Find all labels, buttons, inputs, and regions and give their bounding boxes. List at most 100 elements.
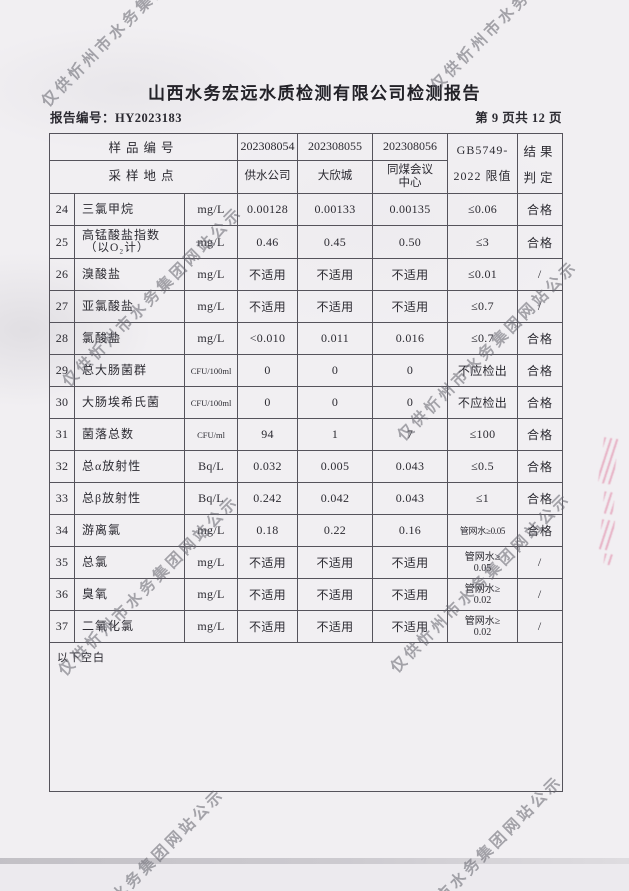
table-row: 37 二氧化氯 mg/L 不适用 不适用 不适用 管网水≥ 0.02 /	[50, 611, 562, 643]
cell-value-sample2: 0.011	[298, 323, 373, 354]
sample2-id: 202308055	[298, 134, 372, 161]
header-label-column: 样品编号 采样地点	[50, 134, 238, 193]
cell-limit: 管网水≥ 0.02	[448, 579, 518, 610]
cell-row-number: 27	[50, 291, 75, 322]
cell-unit: mg/L	[185, 194, 238, 225]
cell-parameter: 总大肠菌群	[75, 355, 185, 386]
table-row: 32 总α放射性 Bq/L 0.032 0.005 0.043 ≤0.5 合格	[50, 451, 562, 483]
cell-limit: 不应检出	[448, 387, 518, 418]
scan-page-edge	[0, 858, 629, 864]
cell-value-sample3: 不适用	[373, 259, 448, 290]
table-row: 36 臭氧 mg/L 不适用 不适用 不适用 管网水≥ 0.02 /	[50, 579, 562, 611]
blank-note: 以下空白	[57, 652, 105, 664]
cell-row-number: 31	[50, 419, 75, 450]
report-meta: 报告编号：HY2023183 第 9 页共 12 页	[50, 107, 562, 126]
cell-limit: ≤0.06	[448, 194, 518, 225]
table-row: 31 菌落总数 CFU/ml 94 1 7 ≤100 合格	[50, 419, 562, 451]
cell-limit: ≤100	[448, 419, 518, 450]
report-number: 报告编号：HY2023183	[50, 111, 183, 125]
cell-value-sample1: 0.46	[238, 226, 298, 258]
cell-limit: 管网水≥ 0.02	[448, 611, 518, 642]
table-row: 27 亚氯酸盐 mg/L 不适用 不适用 不适用 ≤0.7 /	[50, 291, 562, 323]
cell-value-sample1: 0.00128	[238, 194, 298, 225]
cell-result: 合格	[526, 332, 553, 346]
header-result-column: 结果 判定	[518, 134, 562, 193]
cell-value-sample1: 0	[238, 387, 298, 418]
cell-row-number: 32	[50, 451, 75, 482]
cell-value-sample2: 1	[298, 419, 373, 450]
table-body: 24 三氯甲烷 mg/L 0.00128 0.00133 0.00135 ≤0.…	[50, 194, 562, 643]
cell-unit: mg/L	[185, 323, 238, 354]
red-stamp-remnant	[597, 519, 616, 551]
cell-limit: 管网水≥0.05	[448, 515, 518, 546]
sample1-id: 202308054	[238, 134, 297, 161]
cell-result: 合格	[526, 364, 553, 378]
cell-parameter: 溴酸盐	[75, 259, 185, 290]
cell-limit: ≤3	[448, 226, 518, 258]
scan-background	[0, 864, 629, 891]
cell-value-sample2: 不适用	[298, 579, 373, 610]
cell-limit: ≤0.7	[448, 323, 518, 354]
cell-result: /	[537, 555, 543, 569]
table-row: 29 总大肠菌群 CFU/100ml 0 0 0 不应检出 合格	[50, 355, 562, 387]
cell-limit: 管网水≥ 0.05	[448, 547, 518, 578]
table-header: 样品编号 采样地点 202308054 供水公司 202308055 大欣城 2…	[50, 134, 562, 194]
cell-value-sample2: 不适用	[298, 547, 373, 578]
header-sample2: 202308055 大欣城	[298, 134, 373, 193]
cell-row-number: 25	[50, 226, 75, 258]
header-sample3: 202308056 同煤会议 中心	[373, 134, 448, 193]
cell-result: 合格	[526, 460, 553, 474]
cell-parameter: 高锰酸盐指数 （以O₂计）	[75, 226, 185, 258]
sample1-location: 供水公司	[244, 170, 291, 183]
water-quality-table: 样品编号 采样地点 202308054 供水公司 202308055 大欣城 2…	[49, 133, 563, 792]
cell-parameter: 总β放射性	[75, 483, 185, 514]
cell-value-sample1: 不适用	[238, 579, 298, 610]
table-row: 25 高锰酸盐指数 （以O₂计） mg/L 0.46 0.45 0.50 ≤3 合…	[50, 226, 562, 259]
cell-value-sample2: 0	[298, 355, 373, 386]
cell-value-sample1: 0	[238, 355, 298, 386]
cell-value-sample2: 0.22	[298, 515, 373, 546]
cell-value-sample3: 0.043	[373, 483, 448, 514]
cell-value-sample3: 0.043	[373, 451, 448, 482]
cell-value-sample2: 0.042	[298, 483, 373, 514]
cell-value-sample1: 不适用	[238, 611, 298, 642]
cell-parameter: 游离氯	[75, 515, 185, 546]
cell-unit: mg/L	[185, 226, 238, 258]
cell-row-number: 34	[50, 515, 75, 546]
cell-value-sample3: 0	[373, 387, 448, 418]
limit-standard-line2: 2022 限值	[453, 169, 512, 183]
cell-row-number: 35	[50, 547, 75, 578]
sample3-id: 202308056	[373, 134, 447, 161]
cell-result: 合格	[526, 428, 553, 442]
cell-unit: mg/L	[185, 547, 238, 578]
cell-value-sample1: <0.010	[238, 323, 298, 354]
cell-result: 合格	[526, 492, 553, 506]
cell-value-sample2: 不适用	[298, 611, 373, 642]
cell-result: 合格	[526, 396, 553, 410]
cell-value-sample3: 不适用	[373, 579, 448, 610]
cell-value-sample3: 不适用	[373, 547, 448, 578]
cell-value-sample2: 0.00133	[298, 194, 373, 225]
cell-limit: ≤0.01	[448, 259, 518, 290]
limit-standard-line1: GB5749-	[456, 143, 509, 157]
cell-value-sample1: 94	[238, 419, 298, 450]
cell-result: /	[537, 299, 543, 313]
cell-row-number: 33	[50, 483, 75, 514]
cell-value-sample2: 不适用	[298, 291, 373, 322]
cell-value-sample1: 不适用	[238, 291, 298, 322]
cell-value-sample3: 7	[373, 419, 448, 450]
cell-result: /	[537, 587, 543, 601]
cell-result: /	[537, 267, 543, 281]
red-stamp-remnant	[601, 491, 616, 515]
cell-value-sample2: 0.45	[298, 226, 373, 258]
cell-value-sample1: 不适用	[238, 547, 298, 578]
table-row: 35 总氯 mg/L 不适用 不适用 不适用 管网水≥ 0.05 /	[50, 547, 562, 579]
cell-unit: mg/L	[185, 291, 238, 322]
cell-value-sample3: 不适用	[373, 611, 448, 642]
cell-row-number: 28	[50, 323, 75, 354]
cell-value-sample2: 0	[298, 387, 373, 418]
cell-parameter: 总α放射性	[75, 451, 185, 482]
sampling-location-label: 采样地点	[108, 169, 179, 184]
cell-unit: Bq/L	[185, 451, 238, 482]
